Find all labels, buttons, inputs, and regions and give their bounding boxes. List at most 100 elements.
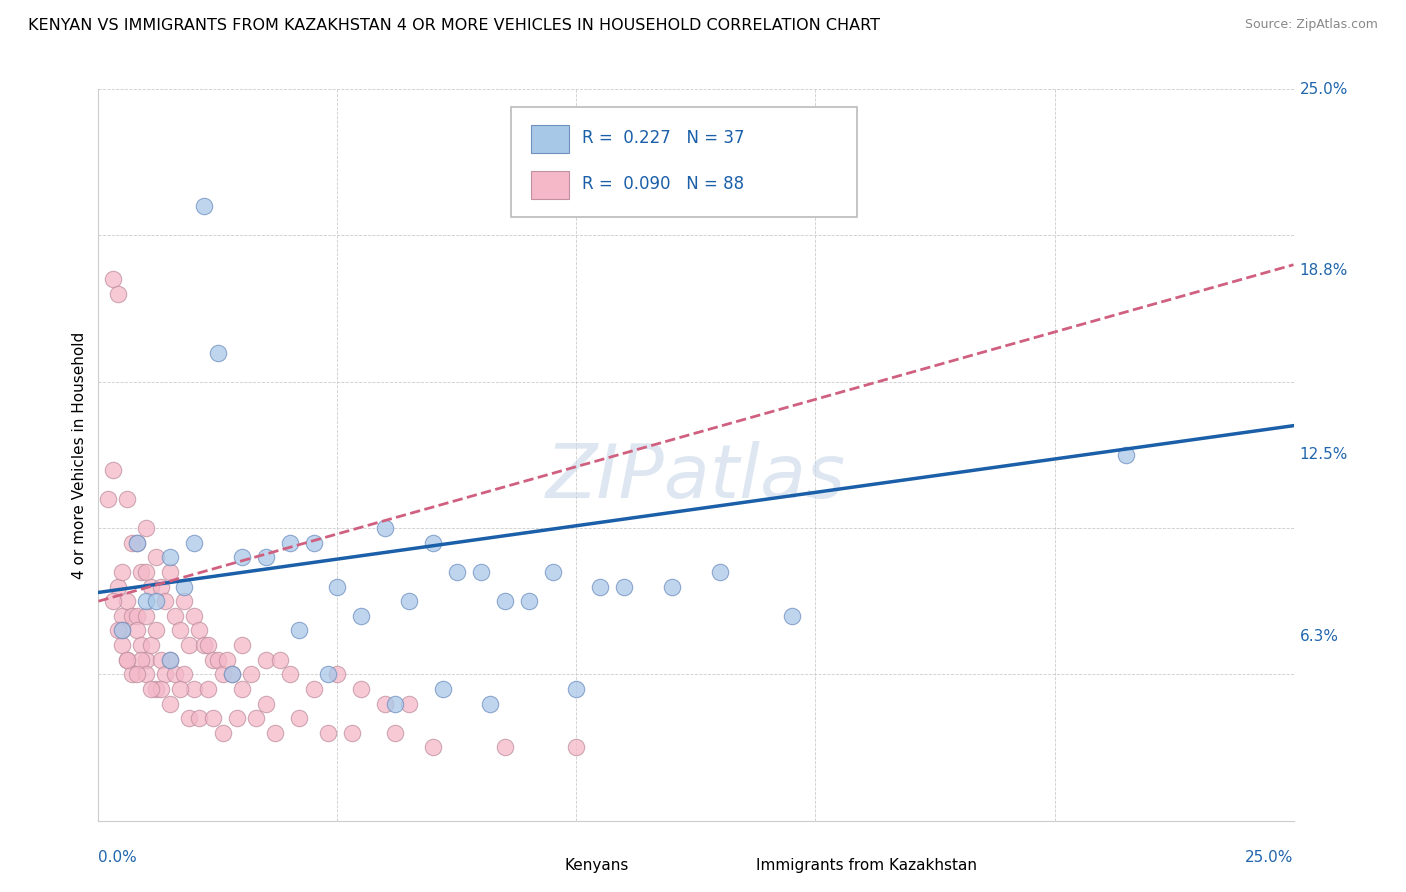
Point [179, 711, 201, 725]
Point [226, 711, 249, 725]
Point [231, 638, 253, 652]
Point [135, 521, 157, 535]
Point [221, 667, 243, 681]
Point [197, 681, 219, 696]
Point [169, 681, 191, 696]
Point [115, 653, 138, 667]
Point [139, 638, 162, 652]
Point [187, 711, 209, 725]
Point [159, 550, 181, 565]
Point [211, 667, 233, 681]
Point [217, 653, 239, 667]
Point [163, 608, 186, 623]
Point [254, 697, 277, 711]
Point [264, 726, 287, 740]
Point [155, 594, 177, 608]
Point [183, 535, 205, 549]
FancyBboxPatch shape [510, 108, 858, 218]
Point [340, 726, 363, 740]
Point [101, 272, 124, 286]
Point [398, 594, 420, 608]
Point [326, 580, 349, 594]
Point [125, 535, 148, 549]
Bar [531, 125, 569, 153]
Point [269, 653, 291, 667]
Point [101, 462, 124, 476]
Point [135, 653, 157, 667]
Point [517, 594, 540, 608]
Bar [720, 857, 747, 876]
Point [131, 565, 153, 579]
Point [197, 638, 219, 652]
Point [446, 565, 468, 579]
Point [115, 653, 138, 667]
Point [193, 199, 215, 213]
Point [145, 550, 167, 565]
Point [326, 667, 349, 681]
Point [384, 697, 406, 711]
Point [709, 565, 731, 579]
Point [470, 565, 492, 579]
Point [288, 711, 311, 725]
Point [145, 624, 167, 638]
Point [193, 638, 215, 652]
Point [278, 535, 301, 549]
Point [131, 638, 153, 652]
Point [565, 681, 588, 696]
Text: R =  0.227   N = 37: R = 0.227 N = 37 [582, 129, 745, 147]
Point [183, 681, 205, 696]
Text: 0.0%: 0.0% [98, 850, 138, 865]
Point [149, 580, 172, 594]
Point [211, 726, 233, 740]
Text: 18.8%: 18.8% [1299, 263, 1348, 278]
Point [316, 726, 339, 740]
Point [422, 535, 444, 549]
Point [173, 667, 195, 681]
Text: ZIPatlas: ZIPatlas [546, 441, 846, 513]
Point [288, 624, 311, 638]
Point [202, 711, 225, 725]
Point [494, 594, 516, 608]
Point [661, 580, 683, 594]
Point [125, 624, 148, 638]
Text: Immigrants from Kazakhstan: Immigrants from Kazakhstan [756, 858, 977, 873]
Text: Kenyans: Kenyans [565, 858, 628, 873]
Point [479, 697, 502, 711]
Point [207, 653, 229, 667]
Point [163, 667, 186, 681]
Point [169, 624, 191, 638]
Text: R =  0.090   N = 88: R = 0.090 N = 88 [582, 176, 745, 194]
Bar [529, 857, 555, 876]
Point [245, 711, 267, 725]
Point [159, 565, 181, 579]
Point [111, 624, 134, 638]
Point [541, 565, 564, 579]
Point [139, 580, 162, 594]
Point [125, 535, 148, 549]
Point [589, 580, 612, 594]
Point [111, 638, 134, 652]
Point [135, 594, 157, 608]
Point [231, 681, 253, 696]
Point [302, 535, 325, 549]
Text: 6.3%: 6.3% [1299, 629, 1339, 644]
Point [111, 624, 134, 638]
Point [111, 608, 134, 623]
Point [135, 565, 157, 579]
Point [159, 653, 181, 667]
Point [254, 653, 277, 667]
Point [107, 287, 129, 301]
Point [159, 697, 181, 711]
Text: Source: ZipAtlas.com: Source: ZipAtlas.com [1244, 18, 1378, 31]
Point [121, 667, 143, 681]
Point [121, 608, 143, 623]
Point [494, 740, 516, 755]
Point [115, 594, 138, 608]
Point [135, 667, 157, 681]
Point [135, 608, 157, 623]
Point [565, 740, 588, 755]
Point [374, 521, 396, 535]
Point [384, 726, 406, 740]
Point [107, 580, 129, 594]
Point [780, 608, 803, 623]
